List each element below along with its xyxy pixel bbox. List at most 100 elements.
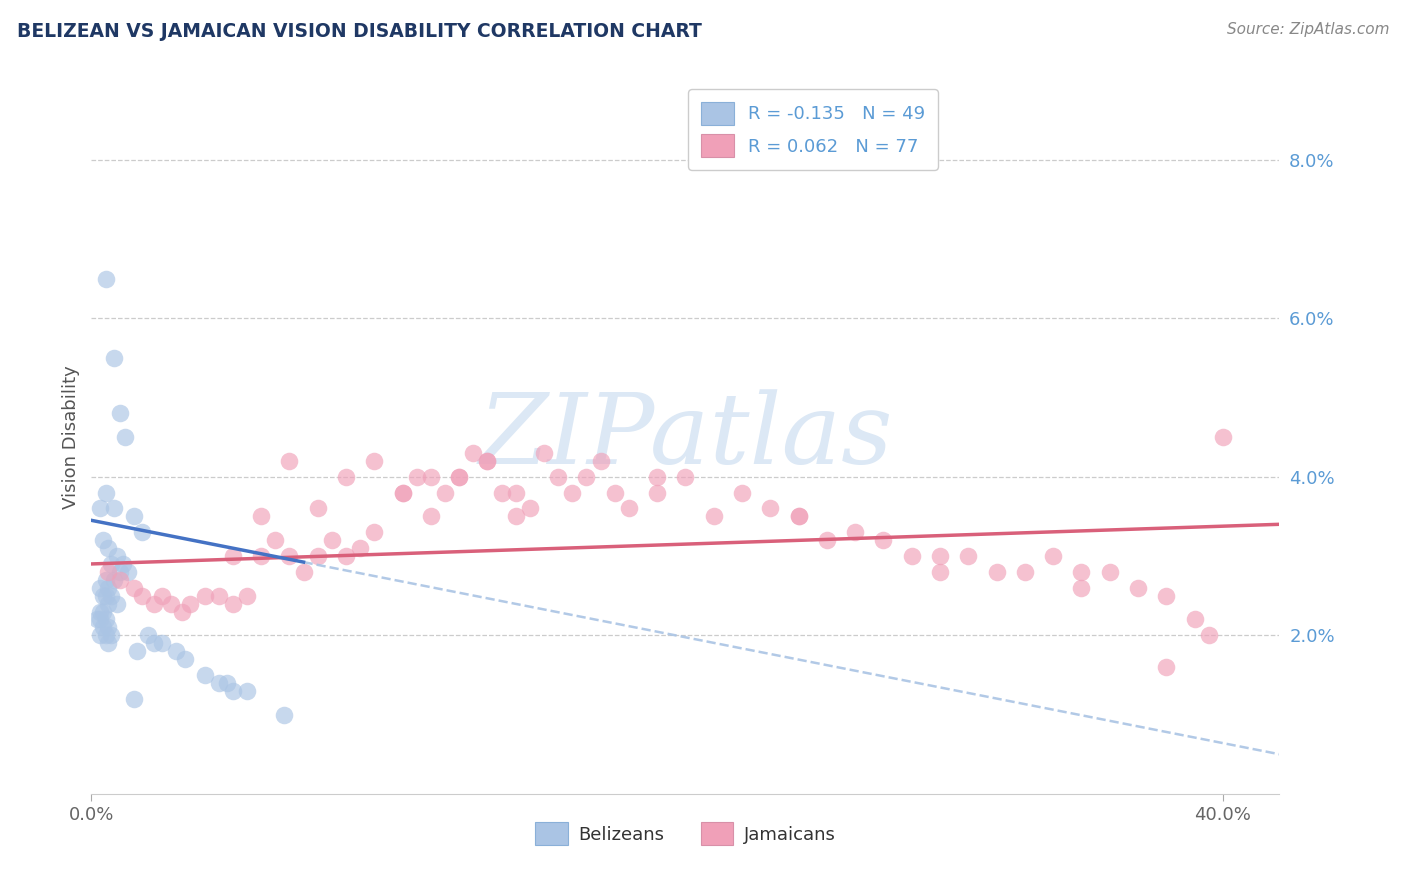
Point [278,454,301,468]
Point [477,454,499,468]
Point [561,485,583,500]
Point [405,469,427,483]
Point [150,636,173,650]
Point [94,628,117,642]
Point [193,668,215,682]
Point [264,533,287,548]
Point [307,501,329,516]
Point [307,549,329,563]
Point [292,565,315,579]
Point [94,589,117,603]
Point [519,501,541,516]
Point [391,485,413,500]
Point [108,565,131,579]
Point [89,581,111,595]
Point [89,612,111,626]
Point [349,541,371,555]
Point [1042,549,1064,563]
Point [1212,430,1234,444]
Point [97,541,120,555]
Point [122,581,145,595]
Point [142,636,165,650]
Point [94,612,117,626]
Point [222,549,245,563]
Point [363,454,385,468]
Point [929,549,952,563]
Point [179,597,201,611]
Point [505,485,527,500]
Point [673,469,696,483]
Y-axis label: Vision Disability: Vision Disability [62,365,80,509]
Point [505,509,527,524]
Point [787,509,810,524]
Point [759,501,782,516]
Point [97,565,120,579]
Point [236,589,259,603]
Point [100,589,122,603]
Point [150,589,173,603]
Point [575,469,598,483]
Point [165,644,187,658]
Point [236,683,259,698]
Point [142,597,165,611]
Point [986,565,1008,579]
Point [125,644,148,658]
Point [589,454,612,468]
Point [208,589,231,603]
Point [94,485,117,500]
Point [97,620,120,634]
Point [111,557,134,571]
Point [103,573,125,587]
Point [122,691,145,706]
Point [645,485,668,500]
Point [929,565,952,579]
Point [477,454,499,468]
Point [91,605,114,619]
Point [89,605,111,619]
Point [321,533,343,548]
Point [208,676,231,690]
Point [250,549,273,563]
Point [97,597,120,611]
Point [86,612,108,626]
Point [250,509,273,524]
Text: ZIPatlas: ZIPatlas [478,390,893,484]
Point [815,533,838,548]
Point [1198,628,1220,642]
Point [900,549,922,563]
Point [170,605,193,619]
Point [273,707,295,722]
Point [94,573,117,587]
Point [547,469,569,483]
Point [957,549,980,563]
Point [108,573,131,587]
Text: BELIZEAN VS JAMAICAN VISION DISABILITY CORRELATION CHART: BELIZEAN VS JAMAICAN VISION DISABILITY C… [17,22,702,41]
Point [491,485,513,500]
Point [89,501,111,516]
Point [108,406,131,420]
Point [703,509,725,524]
Point [419,469,441,483]
Point [173,652,195,666]
Point [105,597,128,611]
Point [391,485,413,500]
Point [217,676,239,690]
Point [449,469,471,483]
Point [122,509,145,524]
Point [463,446,485,460]
Point [91,589,114,603]
Point [97,636,120,650]
Point [533,446,555,460]
Point [617,501,640,516]
Point [222,683,245,698]
Point [103,501,125,516]
Point [103,351,125,365]
Point [449,469,471,483]
Point [1184,612,1206,626]
Point [872,533,894,548]
Point [91,533,114,548]
Legend: Belizeans, Jamaicans: Belizeans, Jamaicans [527,815,844,853]
Point [1126,581,1149,595]
Point [100,628,122,642]
Point [731,485,754,500]
